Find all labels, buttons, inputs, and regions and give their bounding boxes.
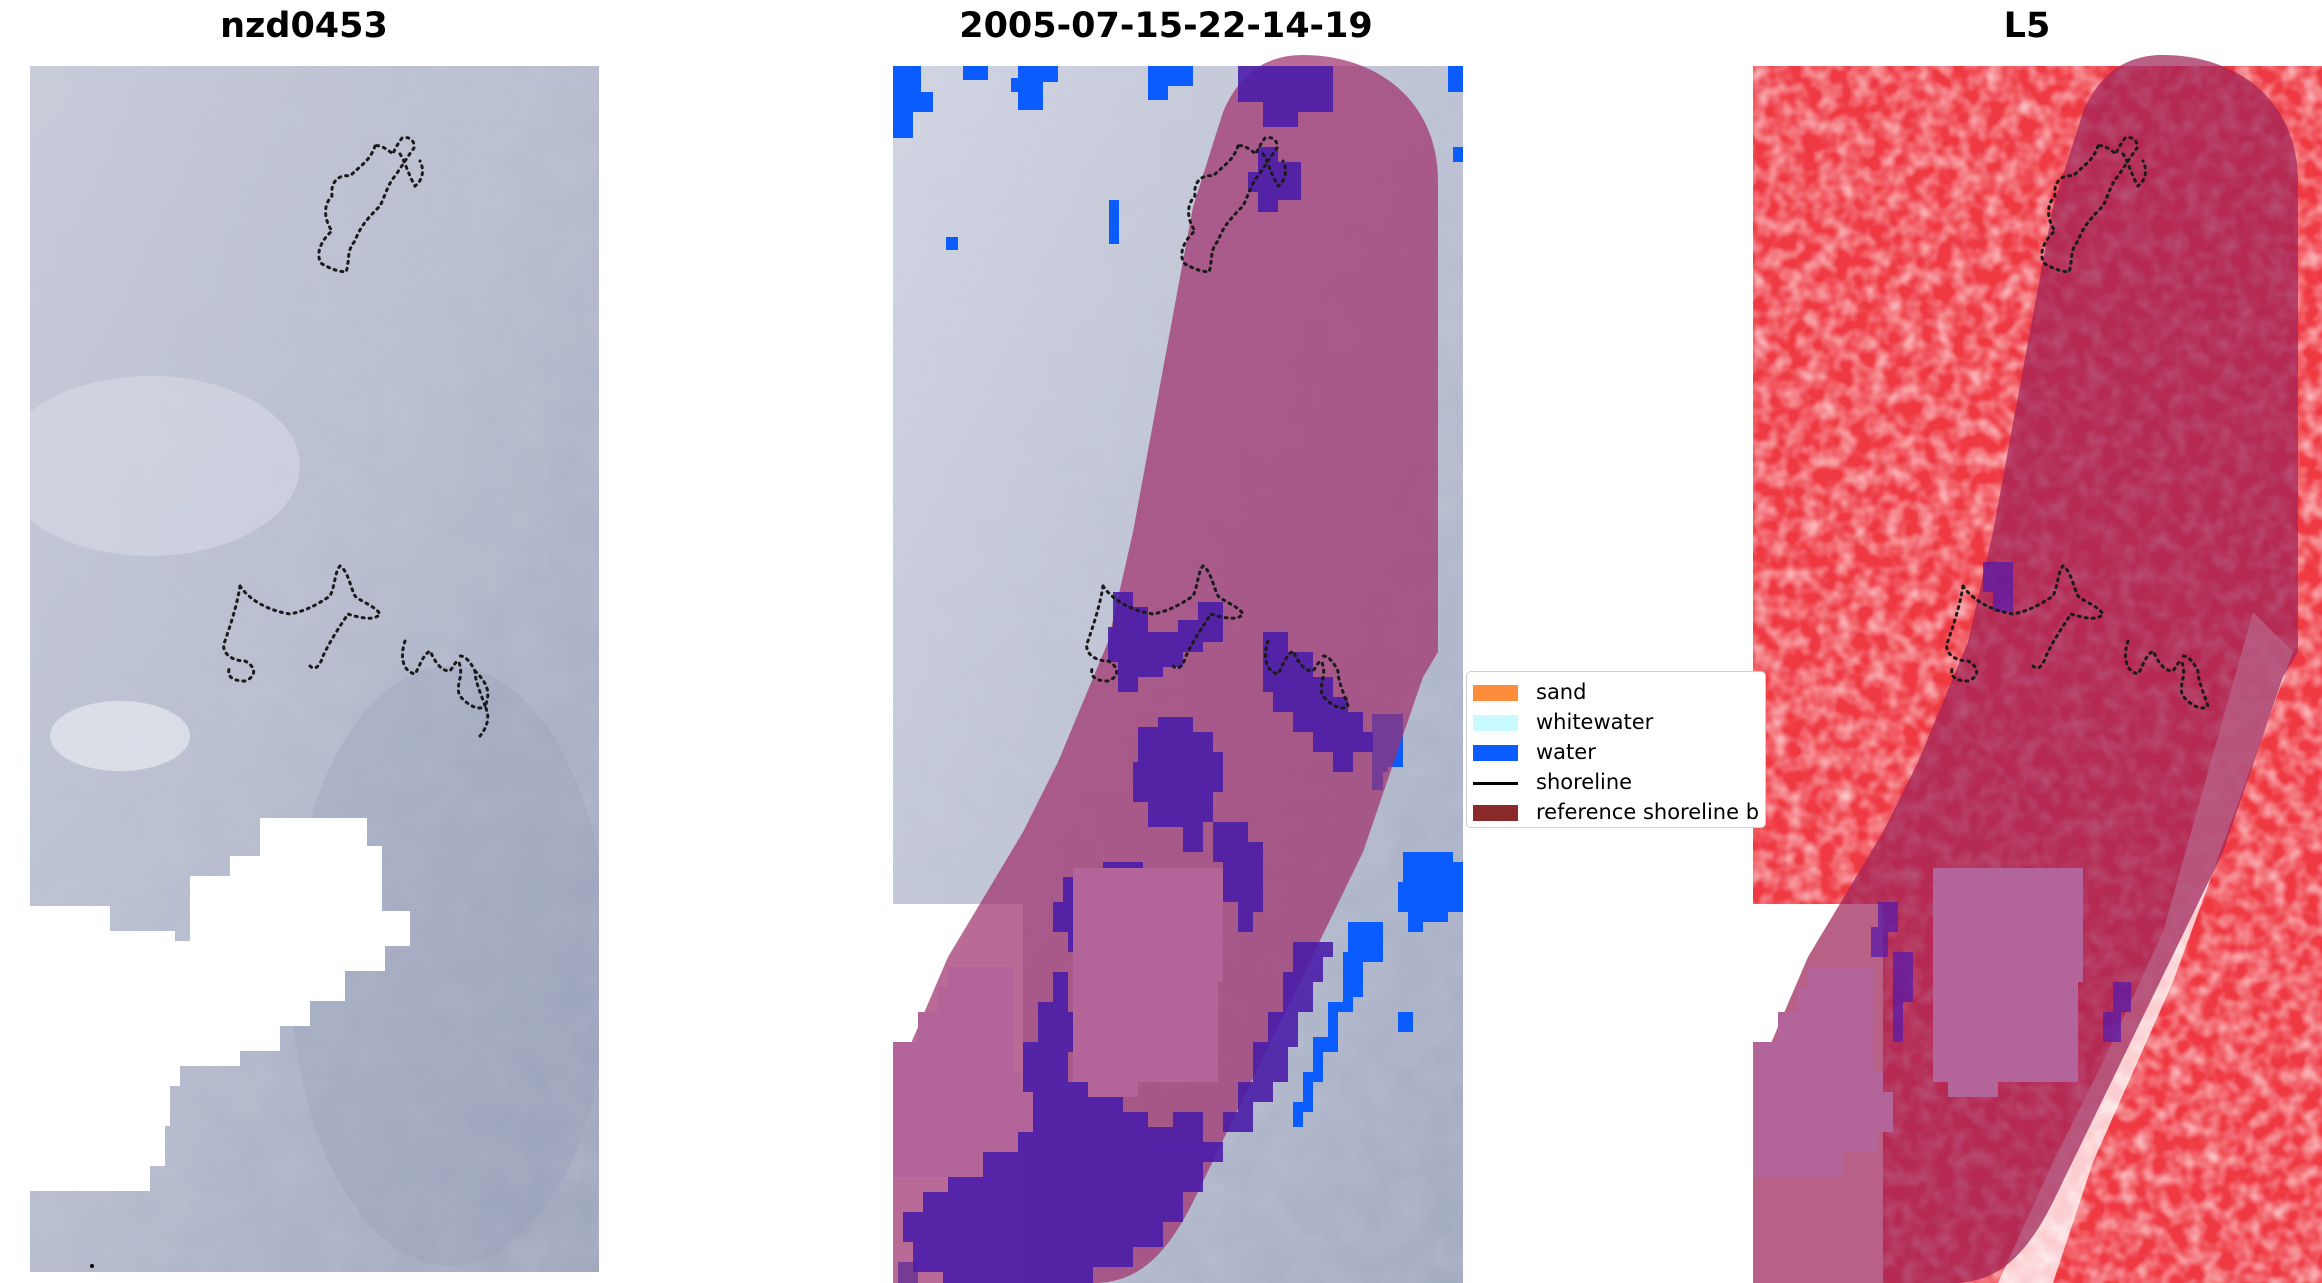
classification-image [893,55,1463,1283]
rgb-image [30,66,599,1272]
legend-label-shoreline: shoreline [1536,770,1633,794]
masked-buffer-blocks-right [1753,868,2083,1177]
buffer-water-pixels [903,66,1373,1283]
cloud-mask [30,818,410,1191]
masked-buffer-blocks [893,868,1223,1177]
legend-item-shoreline: shoreline [1467,768,1765,796]
rgb-image-panel[interactable] [30,66,599,1272]
legend-label-reference-shoreline: reference shoreline b [1536,800,1760,824]
legend-item-reference-shoreline: reference shoreline b [1467,798,1765,826]
index-map-panel[interactable] [1753,52,2322,1283]
legend-item-whitewater: whitewater [1467,708,1765,736]
legend-item-sand: sand [1467,678,1765,706]
reference-buffer-right [1753,55,2298,1283]
legend-label-sand: sand [1536,680,1587,704]
classification-panel[interactable] [893,52,1463,1283]
legend-label-water: water [1536,740,1596,764]
reference-shoreline-swatch [1473,805,1518,821]
whitewater-swatch [1473,715,1518,731]
sand-swatch [1473,685,1518,701]
legend: sand whitewater water shoreline referenc… [1466,671,1766,828]
shoreline-line-swatch [1473,782,1518,785]
legend-label-whitewater: whitewater [1536,710,1654,734]
water-swatch [1473,745,1518,761]
index-map-image [1753,55,2322,1283]
legend-item-water: water [1467,738,1765,766]
